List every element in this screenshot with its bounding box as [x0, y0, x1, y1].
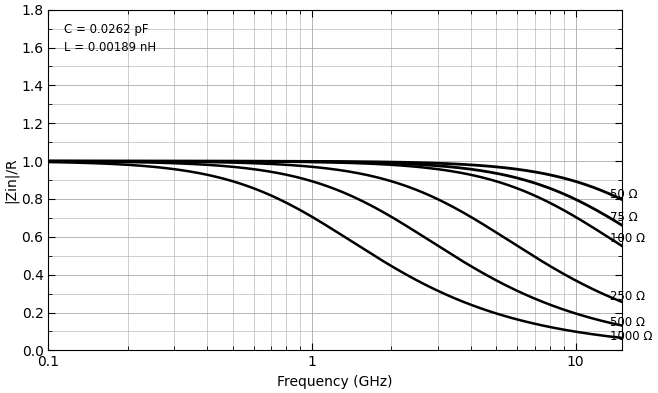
Text: 75 Ω: 75 Ω	[610, 211, 638, 224]
X-axis label: Frequency (GHz): Frequency (GHz)	[278, 375, 393, 389]
Text: 1000 Ω: 1000 Ω	[610, 330, 653, 343]
Text: 100 Ω: 100 Ω	[610, 232, 645, 245]
Text: 50 Ω: 50 Ω	[610, 187, 638, 200]
Text: C = 0.0262 pF
L = 0.00189 nH: C = 0.0262 pF L = 0.00189 nH	[64, 23, 157, 54]
Y-axis label: |Zin|/R: |Zin|/R	[4, 157, 18, 203]
Text: 250 Ω: 250 Ω	[610, 290, 645, 303]
Text: 500 Ω: 500 Ω	[610, 316, 645, 329]
